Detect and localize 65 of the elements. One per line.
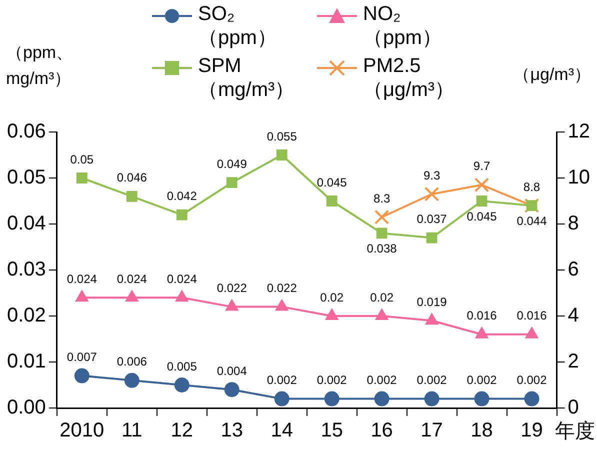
data-label: 0.055 <box>266 129 298 144</box>
legend-label: SPM（mg/m³） <box>198 54 296 102</box>
y-tick-label: 0.05 <box>6 166 46 189</box>
data-label: 0.019 <box>416 294 448 309</box>
data-label: 0.045 <box>316 175 348 190</box>
y-tick-label: 0.01 <box>6 350 46 373</box>
data-label: 0.024 <box>166 272 198 286</box>
data-label: 0.022 <box>216 281 248 296</box>
y2-tick-label: 2 <box>568 350 579 373</box>
y2-tick-label: 0 <box>568 396 579 419</box>
x-tick-label: 2010 <box>60 420 104 442</box>
y-tick-label: 0.03 <box>6 258 46 281</box>
data-label: 0.007 <box>66 350 98 364</box>
data-label: 0.042 <box>166 189 198 204</box>
data-label: 8.8 <box>523 180 540 194</box>
data-label: 0.024 <box>66 272 98 286</box>
y-tick-label: 0.06 <box>6 120 46 143</box>
x-tick-label: 18 <box>470 420 493 442</box>
data-label: 0.002 <box>516 373 548 388</box>
legend-label: NO₂（ppm） <box>363 2 443 50</box>
y-tick-label: 0.00 <box>6 396 46 419</box>
data-label: 0.004 <box>216 364 248 378</box>
data-label: 0.05 <box>70 152 94 166</box>
y-tick-label: 0.04 <box>6 212 46 235</box>
data-label: 0.005 <box>166 359 198 374</box>
y2-tick-label: 6 <box>568 258 579 281</box>
data-label: 0.049 <box>216 156 248 171</box>
x-tick-label: 12 <box>170 420 194 442</box>
data-label: 0.002 <box>466 373 498 388</box>
y-tick-label: 0.02 <box>6 304 46 327</box>
y2-tick-label: 12 <box>568 120 590 143</box>
data-label: 9.3 <box>423 168 440 182</box>
data-label: 0.02 <box>320 290 344 304</box>
data-label: 0.002 <box>366 373 398 388</box>
x-tick-label: 19 <box>520 420 543 442</box>
x-tick-label: 15 <box>320 420 343 442</box>
data-label: 0.006 <box>116 354 148 369</box>
y-axis-title: （ppm、mg/m³） <box>6 42 74 90</box>
x-tick-label: 14 <box>270 420 293 442</box>
y2-tick-label: 8 <box>568 212 579 235</box>
data-label: 0.044 <box>516 214 548 228</box>
x-axis-title: 年度 <box>555 420 595 443</box>
data-label: 9.7 <box>473 159 490 174</box>
legend-label: SO₂（ppm） <box>198 2 278 50</box>
x-tick-label: 17 <box>420 420 443 442</box>
x-tick-label: 16 <box>370 420 393 442</box>
data-label: 0.002 <box>266 373 298 388</box>
data-label: 0.016 <box>466 308 498 323</box>
data-label: 8.3 <box>373 191 390 206</box>
y2-tick-label: 4 <box>568 304 579 327</box>
x-tick-label: 13 <box>220 420 243 442</box>
data-label: 0.022 <box>266 281 298 296</box>
data-label: 0.002 <box>416 373 448 388</box>
legend-label: PM2.5（μg/m³） <box>363 54 456 102</box>
data-label: 0.02 <box>370 290 394 304</box>
data-label: 0.002 <box>316 373 348 388</box>
data-label: 0.045 <box>466 209 498 224</box>
y2-axis-title: （μg/m³） <box>513 64 591 86</box>
x-tick-label: 11 <box>122 420 142 442</box>
data-label: 0.038 <box>366 242 398 256</box>
data-label: 0.024 <box>116 272 148 286</box>
data-label: 0.046 <box>116 170 148 185</box>
data-label: 0.016 <box>516 308 548 323</box>
y2-tick-label: 10 <box>568 166 590 189</box>
data-label: 0.037 <box>416 212 448 226</box>
